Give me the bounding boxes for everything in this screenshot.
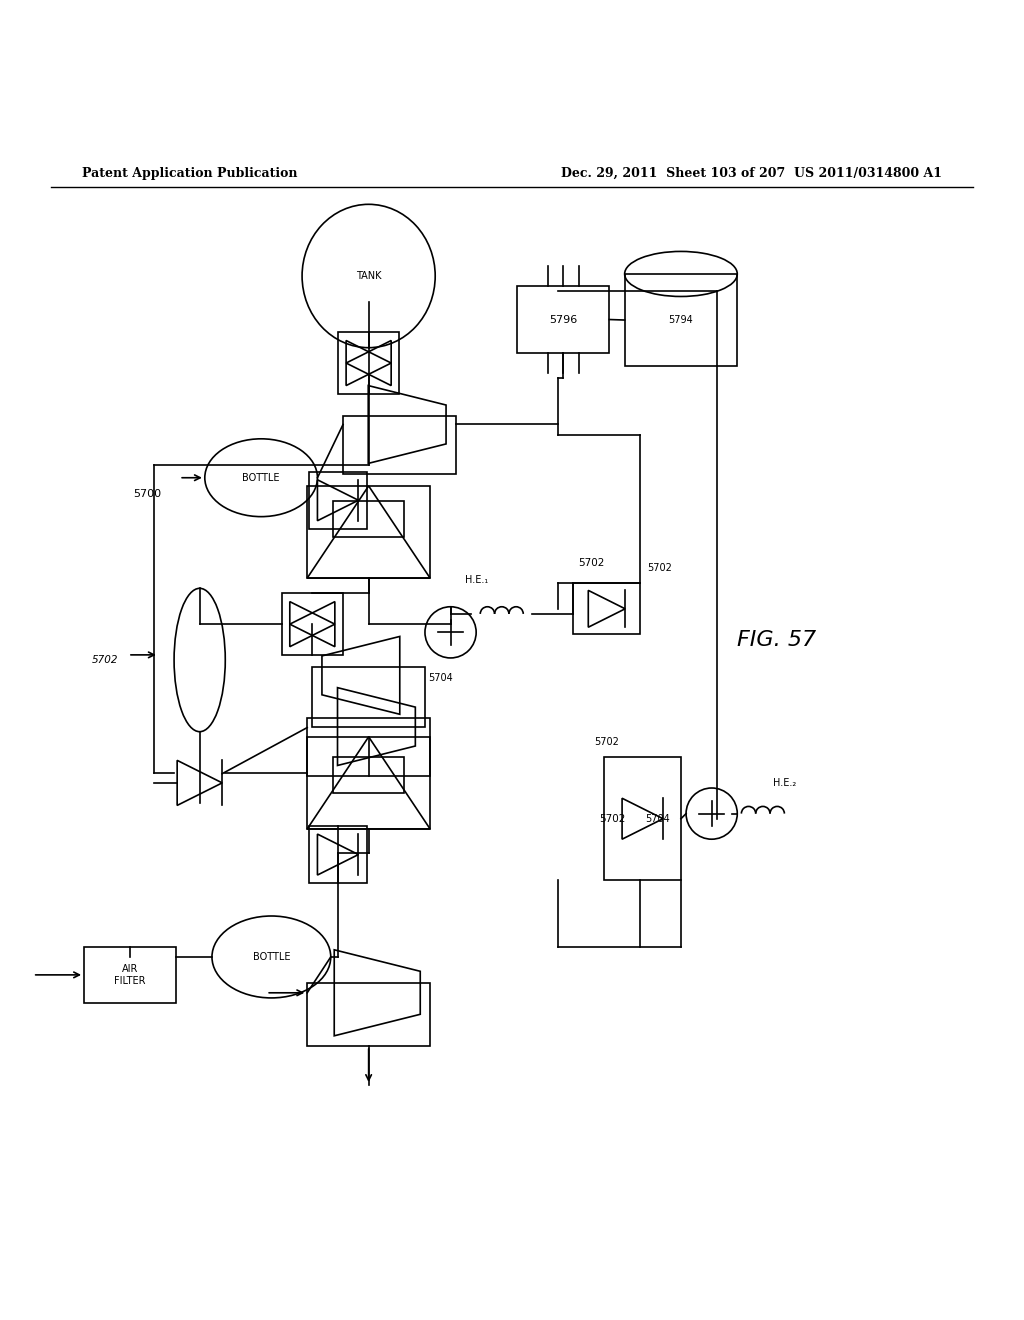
Text: BOTTLE: BOTTLE xyxy=(243,473,280,483)
Text: 5702: 5702 xyxy=(594,737,618,747)
Bar xyxy=(573,583,640,635)
Text: 5700: 5700 xyxy=(133,490,161,499)
Text: H.E.₁: H.E.₁ xyxy=(465,576,487,585)
Text: 5796: 5796 xyxy=(549,314,578,325)
Bar xyxy=(307,486,430,578)
Text: 5704: 5704 xyxy=(645,813,670,824)
Text: 5794: 5794 xyxy=(669,315,693,325)
Bar xyxy=(307,737,430,829)
Text: FIG. 57: FIG. 57 xyxy=(737,630,816,649)
Bar xyxy=(333,502,404,537)
Text: 5702: 5702 xyxy=(599,813,626,824)
Text: Dec. 29, 2011  Sheet 103 of 207  US 2011/0314800 A1: Dec. 29, 2011 Sheet 103 of 207 US 2011/0… xyxy=(561,168,942,180)
Bar xyxy=(604,758,681,880)
Bar xyxy=(312,667,425,726)
Text: H.E.₂: H.E.₂ xyxy=(773,777,797,788)
Bar xyxy=(84,946,176,1003)
Bar xyxy=(307,982,430,1045)
Text: 5702: 5702 xyxy=(92,655,119,665)
Text: AIR
FILTER: AIR FILTER xyxy=(115,964,145,986)
Bar xyxy=(282,594,343,655)
Bar xyxy=(309,471,367,529)
Bar xyxy=(307,718,430,776)
Text: BOTTLE: BOTTLE xyxy=(253,952,290,962)
Bar xyxy=(625,275,737,366)
Text: Patent Application Publication: Patent Application Publication xyxy=(82,168,297,180)
Text: 5704: 5704 xyxy=(428,673,453,684)
Bar xyxy=(517,286,609,352)
Bar xyxy=(343,416,456,474)
Bar xyxy=(333,758,404,793)
Text: 5702: 5702 xyxy=(579,558,605,568)
Text: TANK: TANK xyxy=(356,271,381,281)
Text: 5702: 5702 xyxy=(648,562,673,573)
Bar xyxy=(309,826,367,883)
Bar xyxy=(338,333,399,393)
